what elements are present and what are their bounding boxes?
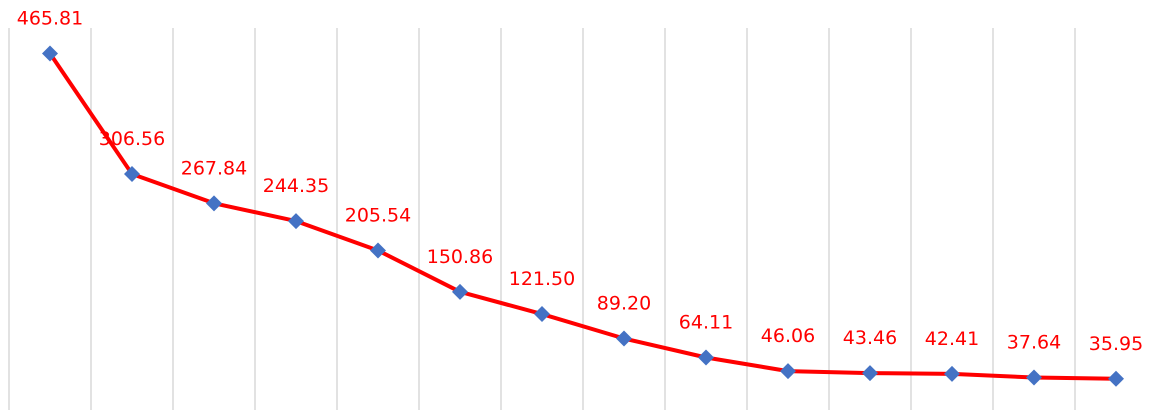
data-label: 150.86 <box>427 246 493 268</box>
data-label: 89.20 <box>597 292 651 314</box>
data-label: 43.46 <box>843 327 897 349</box>
data-label: 306.56 <box>99 128 165 150</box>
data-label: 205.54 <box>345 204 411 226</box>
data-label: 42.41 <box>925 328 979 350</box>
data-label: 46.06 <box>761 325 815 347</box>
data-point-marker <box>452 283 468 300</box>
data-point-marker <box>534 306 550 323</box>
data-label: 37.64 <box>1007 332 1061 354</box>
data-point-marker <box>288 213 304 230</box>
series-line <box>48 51 1118 381</box>
series-polyline <box>48 51 1118 381</box>
data-point-marker <box>206 195 222 212</box>
data-label: 121.50 <box>509 268 575 290</box>
data-point-marker <box>780 363 796 380</box>
data-label: 35.95 <box>1089 333 1143 355</box>
data-label: 267.84 <box>181 157 247 179</box>
data-point-marker <box>862 365 878 382</box>
data-point-marker <box>42 45 58 62</box>
data-labels: 465.81 306.56 267.84 244.35 205.54 150.86 121.… <box>17 8 1143 355</box>
gridlines <box>8 28 1076 410</box>
data-point-marker <box>370 242 386 259</box>
data-point-marker <box>944 365 960 382</box>
data-point-marker <box>698 349 714 366</box>
data-points <box>42 45 1124 387</box>
data-label: 244.35 <box>263 175 329 197</box>
data-point-marker <box>1026 369 1042 386</box>
data-label: 64.11 <box>679 311 733 333</box>
data-point-marker <box>616 330 632 347</box>
data-point-marker <box>1108 370 1124 387</box>
data-point-marker <box>124 166 140 183</box>
data-label: 465.81 <box>17 8 83 30</box>
